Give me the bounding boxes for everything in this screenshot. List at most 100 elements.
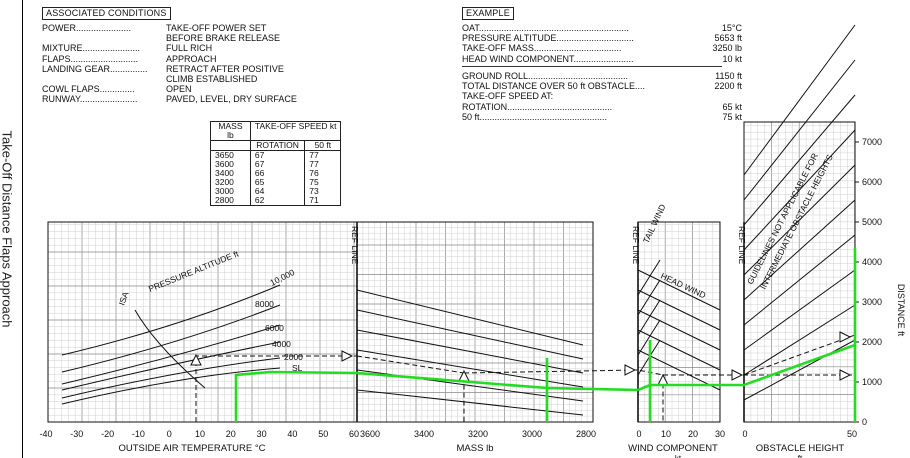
temp-tick-label: -10	[132, 429, 145, 439]
speed-row: 3600 67 77	[210, 160, 342, 169]
mass-guide-line	[356, 349, 584, 388]
example-value: 10 kt	[722, 53, 742, 64]
pressure-altitude-curve	[61, 284, 281, 356]
example-value: 75 kt	[722, 111, 742, 122]
fifty-ft-header: 50 ft	[304, 140, 342, 151]
temp-tick-label: 0	[167, 429, 172, 439]
mass-tick-label: 3600	[360, 429, 380, 439]
condition-row: POWER...................... TAKE-OFF POWE…	[42, 23, 297, 33]
condition-key: LANDING GEAR...............	[42, 63, 148, 74]
mass-axis-label: MASS lb	[457, 443, 494, 454]
distance-tick-label: 1000	[862, 377, 882, 387]
condition-row: COWL FLAPS.............. OPEN	[42, 84, 297, 94]
speed-row: 2800 62 71	[210, 196, 342, 206]
example-row: TAKE-OFF SPEED AT:	[462, 91, 742, 101]
head-wind-line	[637, 269, 721, 311]
alt-label-6000: 6000	[265, 323, 284, 333]
alt-label-8000: 8000	[255, 299, 274, 309]
example-arrow	[839, 369, 852, 381]
example-key: GROUND ROLL.............................…	[462, 71, 629, 81]
obstacle-tick-label: 0	[742, 429, 747, 439]
obstacle-guide-line	[743, 304, 856, 376]
distance-tick-label: 7000	[862, 137, 882, 147]
mass-guide-line	[356, 289, 584, 346]
obstacle-guide-line	[743, 339, 856, 401]
tail-wind-line	[637, 259, 661, 296]
mass-guide-line	[356, 329, 584, 374]
example-value: 3250 lb	[712, 43, 742, 54]
pressure-altitude-label: PRESSURE ALTITUDE ft	[147, 248, 241, 294]
example-heading: EXAMPLE	[462, 7, 514, 20]
example-divider	[462, 66, 722, 67]
highlight-path	[356, 371, 639, 392]
condition-value: APPROACH	[166, 53, 217, 64]
example-row: OAT.....................................…	[462, 23, 742, 33]
condition-value: BEFORE BRAKE RELEASE	[166, 33, 281, 44]
temp-tick-label: -40	[39, 429, 52, 439]
pressure-altitude-curve	[61, 357, 281, 399]
example-row: TAKE-OFF MASS...........................…	[462, 43, 742, 53]
distance-tick-label: 5000	[862, 217, 882, 227]
associated-conditions: POWER...................... TAKE-OFF POWE…	[42, 23, 297, 105]
obstacle-guide-line	[743, 24, 856, 176]
condition-key: RUNWAY.......................	[42, 94, 138, 105]
example-row: HEAD WIND COMPONENT.....................…	[462, 54, 742, 64]
isa-line	[134, 309, 206, 389]
mass-header: MASS lb	[210, 121, 251, 141]
pressure-altitude-curve	[61, 324, 281, 385]
example-arrow	[839, 331, 852, 343]
example-key: HEAD WIND COMPONENT.....................…	[462, 53, 634, 64]
example-row: 50 ft...................................…	[462, 112, 742, 122]
speed-row: 3650 67 77	[210, 150, 342, 160]
wind-tick-label: 0	[636, 429, 641, 439]
condition-row: LANDING GEAR............... RETRACT AFTER…	[42, 64, 297, 74]
highlight-path	[637, 343, 856, 392]
mass-tick-label: 3200	[468, 429, 488, 439]
obstacle-guide-line	[743, 94, 856, 226]
fifty-ft-cell: 73	[304, 187, 342, 196]
example-arrow	[731, 369, 744, 381]
wind-tick-label: 10	[661, 429, 671, 439]
condition-value: PAVED, LEVEL, DRY SURFACE	[166, 94, 297, 105]
example-arrow	[657, 373, 669, 386]
condition-value: TAKE-OFF POWER SET	[166, 23, 267, 33]
obstacle-unit-label: ft	[798, 454, 803, 458]
condition-key: MIXTURE.......................	[42, 43, 141, 54]
ref-line-label: REF LINE	[350, 226, 360, 265]
example-value: 5653 ft	[714, 33, 742, 44]
alt-label-4000: 4000	[272, 339, 291, 349]
isa-label: ISA	[116, 290, 130, 307]
example-key: 50 ft...................................…	[462, 111, 608, 122]
pressure-altitude-curve	[61, 367, 281, 405]
temp-tick-label: 50	[318, 429, 328, 439]
wind-unit-label: kt	[675, 454, 682, 458]
example-row: ROTATION................................…	[462, 102, 742, 112]
obstacle-guide-line	[743, 199, 856, 301]
head-wind-line	[637, 289, 721, 331]
temp-tick-label: -20	[101, 429, 114, 439]
temp-axis-label: OUTSIDE AIR TEMPERATURE °C	[118, 443, 265, 454]
condition-key: POWER......................	[42, 23, 132, 33]
example-row: TOTAL DISTANCE OVER 50 ft OBSTACLE.... 22…	[462, 81, 742, 91]
head-wind-line	[637, 349, 721, 391]
wind-tick-label: 20	[688, 429, 698, 439]
example-arrow	[341, 350, 354, 362]
tail-wind-line	[637, 319, 661, 356]
condition-value: FULL RICH	[166, 43, 213, 54]
alt-label-2000: 2000	[284, 352, 303, 362]
condition-value: CLIMB ESTABLISHED	[166, 74, 258, 85]
example-value: 1150 ft	[715, 71, 742, 81]
temp-tick-label: 40	[287, 429, 297, 439]
obstacle-guide-line	[743, 164, 856, 276]
fifty-ft-cell: 77	[304, 160, 342, 169]
obstacle-guide-line	[743, 234, 856, 326]
fifty-ft-cell: 71	[304, 196, 342, 206]
mass-tick-label: 3400	[414, 429, 434, 439]
take-off-speed-table: MASS lb TAKE-OFF SPEED kt ROTATION 50 ft …	[210, 121, 342, 206]
obstacle-guide-line	[743, 59, 856, 201]
condition-row: BEFORE BRAKE RELEASE	[42, 33, 297, 43]
example-key: ROTATION................................…	[462, 101, 613, 112]
fifty-ft-cell: 77	[304, 150, 342, 160]
condition-value: RETRACT AFTER POSITIVE	[166, 63, 284, 74]
